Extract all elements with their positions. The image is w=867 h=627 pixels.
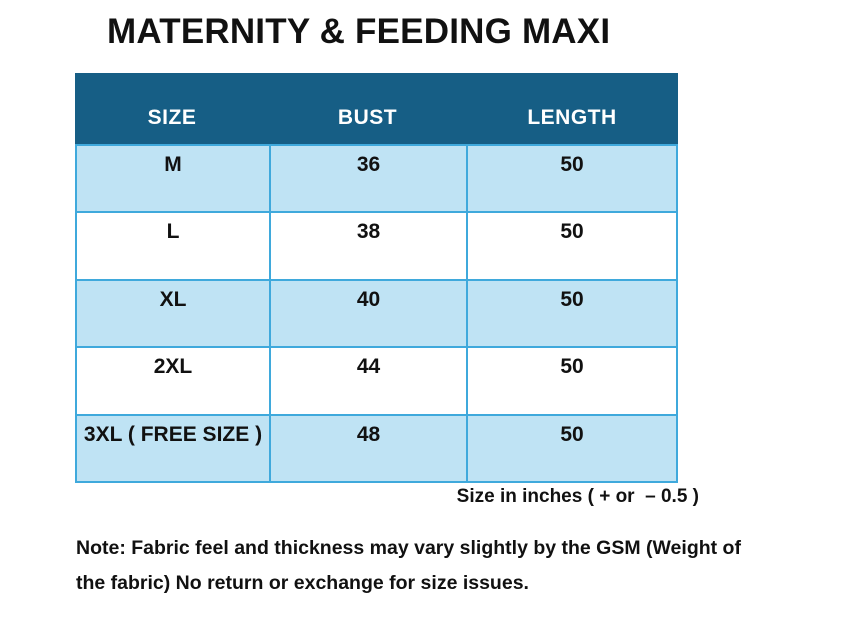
- cell-length: 50: [560, 287, 584, 311]
- cell-size: L: [77, 213, 271, 279]
- cell-length: 50: [560, 153, 584, 176]
- cell-size: XL: [77, 280, 271, 347]
- cell-bust: 40: [271, 280, 468, 347]
- size-unit-caption: Size in inches ( + or – 0.5 ): [456, 486, 699, 507]
- cell-bust: 44: [271, 348, 468, 414]
- header-cell-bust: BUST: [337, 106, 398, 129]
- fabric-note-line-1: Note: Fabric feel and thickness may vary…: [76, 537, 741, 559]
- size-chart-table: SIZE BUST LENGTH M 36 50 L 38 50 XL 40 5…: [75, 73, 678, 483]
- table-row-m: M 36 50: [77, 144, 676, 212]
- table-row-3xl: 3XL ( FREE SIZE ) 48 50: [77, 413, 676, 481]
- table-header-row: SIZE BUST LENGTH: [75, 73, 678, 144]
- fabric-note: Note: Fabric feel and thickness may vary…: [76, 531, 741, 601]
- cell-size: 2XL: [77, 348, 271, 414]
- fabric-note-line-2: the fabric) No return or exchange for si…: [76, 572, 529, 594]
- cell-length: 50: [560, 422, 584, 446]
- cell-size: M: [77, 146, 271, 212]
- page-title: MATERNITY & FEEDING MAXI: [107, 12, 611, 51]
- table-row-l: L 38 50: [77, 211, 676, 279]
- table-row-2xl: 2XL 44 50: [77, 346, 676, 414]
- cell-bust: 38: [271, 213, 468, 279]
- cell-bust: 48: [271, 415, 468, 481]
- cell-size: 3XL ( FREE SIZE ): [77, 415, 271, 481]
- header-cell-size: SIZE: [147, 106, 197, 129]
- cell-length: 50: [560, 220, 584, 244]
- cell-bust: 36: [271, 146, 468, 212]
- table-row-xl: XL 40 50: [77, 278, 676, 347]
- header-cell-length: LENGTH: [527, 106, 617, 129]
- cell-length: 50: [560, 355, 584, 379]
